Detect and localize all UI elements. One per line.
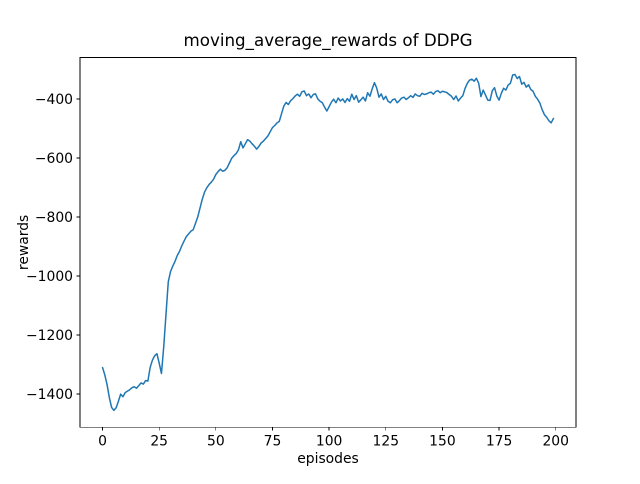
y-tick-label: −400 (35, 92, 73, 108)
x-axis-label: episodes (297, 451, 359, 467)
y-tick-label: −1400 (26, 387, 73, 403)
moving-average-line (101, 73, 555, 412)
x-tick-label: 75 (264, 434, 282, 450)
x-tick-label: 25 (150, 434, 168, 450)
y-axis-label: rewards (16, 215, 32, 270)
x-tick-label: 50 (207, 434, 225, 450)
x-axis-tick-group: 0 25 50 75 100 125 150 175 200 (98, 427, 569, 450)
y-axis-tick-group: −400 −600 −800 −1000 −1200 −1400 (26, 92, 80, 403)
series-group (101, 73, 555, 412)
x-tick-label: 125 (373, 434, 400, 450)
y-tick-label: −600 (35, 151, 73, 167)
x-tick-label: 175 (486, 434, 513, 450)
y-tick-label: −1000 (26, 269, 73, 285)
plot-area (79, 57, 577, 428)
x-tick-label: 0 (98, 434, 107, 450)
chart-title: moving_average_rewards of DDPG (183, 30, 472, 51)
x-tick-label: 150 (429, 434, 456, 450)
x-tick-label: 100 (316, 434, 343, 450)
y-tick-label: −800 (35, 210, 73, 226)
x-tick-label: 200 (542, 434, 569, 450)
y-tick-label: −1200 (26, 328, 73, 344)
